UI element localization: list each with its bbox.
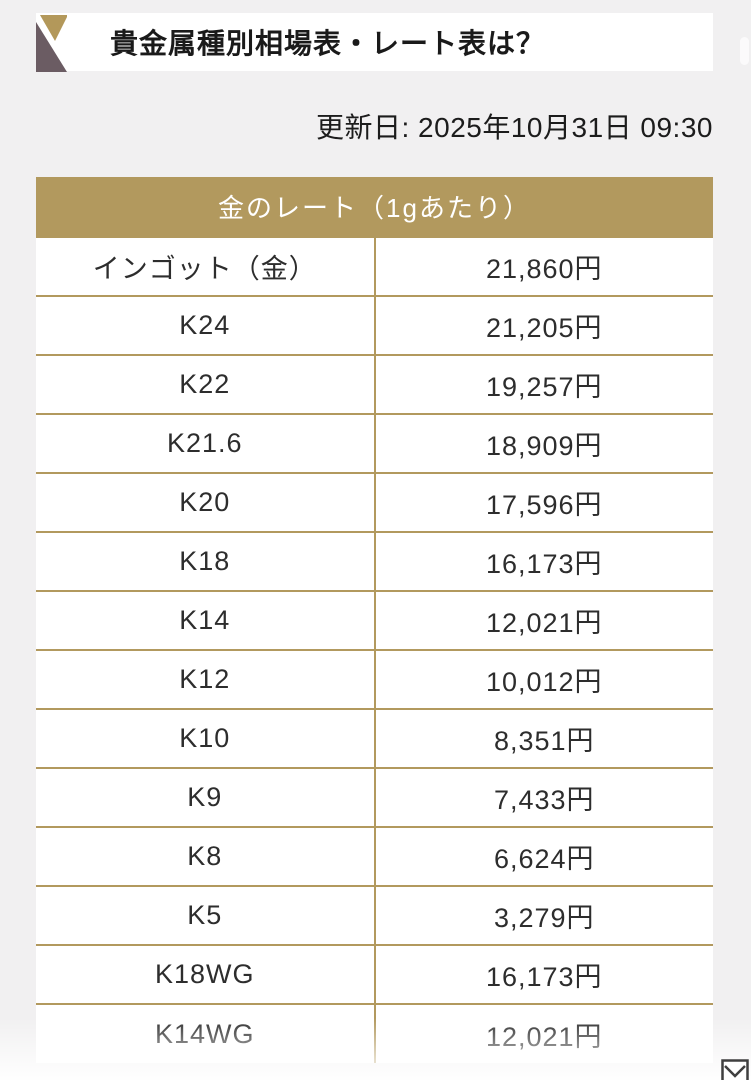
price-cell: 16,173円 bbox=[374, 944, 713, 1004]
metal-type-cell: インゴット（金） bbox=[36, 236, 376, 296]
metal-type-cell: K14WG bbox=[36, 1003, 376, 1063]
metal-type-cell: K8 bbox=[36, 826, 376, 886]
price-cell: 8,351円 bbox=[374, 708, 713, 768]
table-row: K20 17,596円 bbox=[36, 472, 713, 532]
table-head: 金のレート（1gあたり） bbox=[36, 177, 713, 237]
metal-type-cell: K21.6 bbox=[36, 413, 376, 473]
price-cell: 10,012円 bbox=[374, 649, 713, 709]
table-row: K12 10,012円 bbox=[36, 649, 713, 709]
price-cell: 21,860円 bbox=[374, 236, 713, 296]
title-accent-icon bbox=[36, 15, 67, 72]
metal-type-cell: K9 bbox=[36, 767, 376, 827]
scrollbar-thumb[interactable] bbox=[740, 37, 749, 65]
metal-type-cell: K24 bbox=[36, 295, 376, 355]
envelope-icon bbox=[721, 1059, 749, 1080]
page-title: 貴金属種別相場表・レート表は？ bbox=[110, 28, 546, 59]
gold-rate-table: 金のレート（1gあたり） インゴット（金） 21,860円 K24 21,205円 K2… bbox=[36, 177, 713, 1063]
price-cell: 12,021円 bbox=[374, 590, 713, 650]
title-bar: 貴金属種別相場表・レート表は？ bbox=[36, 13, 713, 72]
table-row: インゴット（金） 21,860円 bbox=[36, 236, 713, 296]
table-row: K9 7,433円 bbox=[36, 767, 713, 827]
table-row: K22 19,257円 bbox=[36, 354, 713, 414]
table-row: K21.6 18,909円 bbox=[36, 413, 713, 473]
price-cell: 3,279円 bbox=[374, 885, 713, 945]
table-body: インゴット（金） 21,860円 K24 21,205円 K22 19,257円 K21.6… bbox=[36, 236, 713, 1063]
table-header: 金のレート（1gあたり） bbox=[36, 177, 713, 237]
metal-type-cell: K14 bbox=[36, 590, 376, 650]
price-cell: 16,173円 bbox=[374, 531, 713, 591]
table-header-row: 金のレート（1gあたり） bbox=[36, 177, 713, 237]
price-cell: 19,257円 bbox=[374, 354, 713, 414]
price-cell: 12,021円 bbox=[374, 1003, 713, 1063]
metal-type-cell: K20 bbox=[36, 472, 376, 532]
table-row: K14WG 12,021円 bbox=[36, 1003, 713, 1063]
price-cell: 17,596円 bbox=[374, 472, 713, 532]
table-row: K18WG 16,173円 bbox=[36, 944, 713, 1004]
metal-type-cell: K5 bbox=[36, 885, 376, 945]
update-date: 更新日: 2025年10月31日 09:30 bbox=[316, 112, 713, 143]
contact-mail-button[interactable] bbox=[721, 1059, 749, 1080]
table-row: K24 21,205円 bbox=[36, 295, 713, 355]
price-cell: 7,433円 bbox=[374, 767, 713, 827]
metal-type-cell: K12 bbox=[36, 649, 376, 709]
price-cell: 21,205円 bbox=[374, 295, 713, 355]
metal-type-cell: K18WG bbox=[36, 944, 376, 1004]
table-row: K10 8,351円 bbox=[36, 708, 713, 768]
metal-type-cell: K10 bbox=[36, 708, 376, 768]
price-cell: 18,909円 bbox=[374, 413, 713, 473]
metal-type-cell: K22 bbox=[36, 354, 376, 414]
table-row: K14 12,021円 bbox=[36, 590, 713, 650]
table-row: K5 3,279円 bbox=[36, 885, 713, 945]
table-row: K18 16,173円 bbox=[36, 531, 713, 591]
price-cell: 6,624円 bbox=[374, 826, 713, 886]
table-row: K8 6,624円 bbox=[36, 826, 713, 886]
metal-type-cell: K18 bbox=[36, 531, 376, 591]
